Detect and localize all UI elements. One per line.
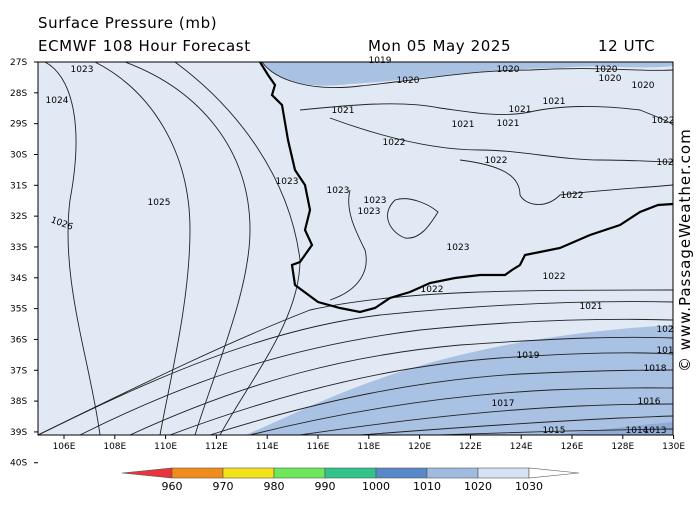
- lat-tick-label: 37S: [10, 366, 27, 376]
- isobar-label: 1019: [517, 351, 540, 361]
- lon-tick-label: 116E: [307, 442, 330, 452]
- isobar-label: 1017: [492, 399, 515, 409]
- isobar-label: 1020: [632, 81, 655, 91]
- legend-swatch: [477, 467, 530, 479]
- legend-swatch: [324, 467, 377, 479]
- pressure-legend: 960 970 980 990 1000 1010 1020 1030: [121, 467, 580, 493]
- isobar-label: 1013: [644, 426, 667, 436]
- lat-tick-label: 30S: [10, 150, 27, 160]
- watermark: © www.PassageWeather.com: [676, 128, 694, 372]
- isobar-label: 1023: [364, 196, 387, 206]
- lon-tick-label: 106E: [53, 442, 76, 452]
- isobar-label: 1024: [46, 96, 69, 106]
- lat-tick-label: 38S: [10, 397, 27, 407]
- isobar-label: 1018: [644, 364, 667, 374]
- lon-tick-label: 120E: [408, 442, 431, 452]
- lon-tick-label: 130E: [662, 442, 685, 452]
- isobar-label: 1022: [421, 285, 444, 295]
- longitude-axis: 106E 108E 110E 112E 114E 116E 118E 120E 122E 124E…: [53, 435, 685, 452]
- isobar-label: 1021: [509, 105, 532, 115]
- lat-tick-label: 35S: [10, 305, 27, 315]
- lat-tick-label: 40S: [10, 459, 27, 469]
- map-title: Surface Pressure (mb): [38, 14, 218, 32]
- isobar-label: 1021: [332, 106, 355, 116]
- isobar-label: 1022: [561, 191, 584, 201]
- isobar-label: 1014: [626, 426, 649, 436]
- legend-tick-label: 1030: [515, 480, 543, 493]
- isobar-label: 1020: [397, 76, 420, 86]
- lat-tick-label: 31S: [10, 181, 27, 191]
- legend-swatch: [528, 467, 580, 479]
- lon-tick-label: 108E: [103, 442, 126, 452]
- legend-swatch: [121, 467, 173, 479]
- isobar-label: 1015: [543, 426, 566, 436]
- isobar-label: 1023: [276, 177, 299, 187]
- legend-swatch: [171, 467, 224, 479]
- isobar-label: 1021: [497, 119, 520, 129]
- isobar-label: 102: [656, 158, 673, 168]
- lon-tick-label: 114E: [256, 442, 279, 452]
- legend-tick-label: 1000: [362, 480, 390, 493]
- lon-tick-label: 128E: [611, 442, 634, 452]
- lon-tick-label: 110E: [154, 442, 177, 452]
- legend-tick-label: 960: [162, 480, 183, 493]
- isobar-label: 1022: [652, 116, 675, 126]
- isobar-label: 1020: [595, 65, 618, 75]
- isobar-label: 1016: [638, 397, 661, 407]
- legend-swatch: [426, 467, 479, 479]
- isobar-label: 1025: [148, 198, 171, 208]
- isobar-label: 1020: [599, 74, 622, 84]
- lat-tick-label: 27S: [10, 58, 27, 68]
- legend-swatch: [375, 467, 428, 479]
- lat-tick-label: 32S: [10, 212, 27, 222]
- lat-tick-label: 39S: [10, 428, 27, 438]
- isobar-label: 101: [656, 346, 673, 356]
- legend-tick-label: 1020: [464, 480, 492, 493]
- legend-tick-label: 1010: [413, 480, 441, 493]
- lat-tick-label: 29S: [10, 120, 27, 130]
- lon-tick-label: 126E: [561, 442, 584, 452]
- legend-tick-label: 970: [213, 480, 234, 493]
- lat-tick-label: 33S: [10, 243, 27, 253]
- lon-tick-label: 118E: [357, 442, 380, 452]
- forecast-date: Mon 05 May 2025: [368, 37, 512, 55]
- isobar-label: 1023: [447, 243, 470, 253]
- legend-swatch: [273, 467, 326, 479]
- isobar-label: 102: [656, 325, 673, 335]
- lat-tick-label: 28S: [10, 89, 27, 99]
- isobar-label: 1022: [485, 156, 508, 166]
- legend-swatch: [222, 467, 275, 479]
- pressure-shading: [38, 62, 673, 435]
- legend-tick-label: 990: [315, 480, 336, 493]
- isobar-label: 1021: [543, 97, 566, 107]
- isobar-label: 1023: [71, 65, 94, 75]
- lat-tick-label: 34S: [10, 274, 27, 284]
- lat-tick-label: 36S: [10, 335, 27, 345]
- coastline: [259, 62, 673, 314]
- lon-tick-label: 124E: [510, 442, 533, 452]
- isobar-label: 1022: [383, 138, 406, 148]
- isobar-label: 1020: [497, 65, 520, 75]
- isobars: [38, 62, 673, 435]
- latitude-axis: 27S 28S 29S 30S 31S 32S 33S 34S 35S 36S 37S 38S 39S 4…: [10, 58, 38, 469]
- forecast-subtitle: ECMWF 108 Hour Forecast: [38, 37, 251, 55]
- isobar-label: 1019: [369, 56, 392, 66]
- isobar-label: 1023: [327, 186, 350, 196]
- lon-tick-label: 122E: [459, 442, 482, 452]
- forecast-time: 12 UTC: [598, 37, 656, 55]
- map-frame: [37, 61, 674, 436]
- lon-tick-label: 112E: [205, 442, 228, 452]
- isobar-label: 1021: [452, 120, 475, 130]
- isobar-label: 1022: [543, 272, 566, 282]
- isobar-label: 1021: [580, 302, 603, 312]
- isobar-label: 1023: [358, 207, 381, 217]
- legend-tick-label: 980: [264, 480, 285, 493]
